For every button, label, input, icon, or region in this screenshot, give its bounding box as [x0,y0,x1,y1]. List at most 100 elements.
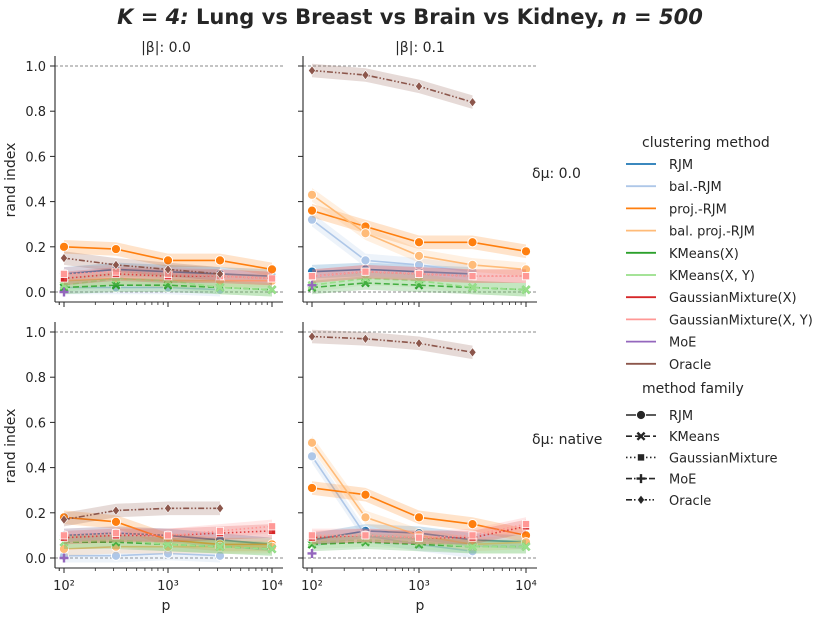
col-title-beta-0.1: |β|: 0.1 [395,40,445,56]
data-point [468,283,477,292]
legend-item-label: bal. proj.-RJM [669,225,755,240]
series-oracle [60,501,224,527]
data-point [306,205,318,216]
data-point [266,264,278,275]
data-point [163,531,172,540]
series-bal-proj-rjm [306,188,532,277]
data-point [520,246,532,257]
data-point [267,285,277,295]
data-point [468,542,477,552]
figure-title: K = 4: Lung vs Breast vs Brain vs Kidney… [117,5,703,29]
legend-marker [637,494,645,505]
data-point [307,280,317,290]
data-point [306,482,318,494]
x-tick-label: 10³ [408,579,430,594]
data-point [360,228,371,239]
data-point [361,333,370,344]
data-point [414,533,423,542]
x-tick-label: 10⁴ [515,579,537,594]
data-point [111,259,120,270]
series-line [311,268,473,275]
data-point [60,253,68,264]
y-tick-label: 0.0 [25,286,46,301]
data-point [414,269,423,278]
data-point [415,338,423,349]
x-axis-label-right: p [416,598,425,614]
panel-3: 0.0 0.2 0.4 0.6 0.8 1.0 10² 10³ 10⁴ [25,322,283,594]
data-point [467,259,478,270]
data-point [164,264,172,275]
confidence-band [64,278,272,297]
data-point [521,542,531,552]
series-oracle [60,251,224,281]
y-tick-label: 0.8 [25,371,46,386]
series-moe [307,280,317,290]
data-point [216,268,224,280]
legend: clustering method RJM bal.-RJM proj.-RJM bal… [626,135,813,509]
legend-item-label: bal.-RJM [669,180,722,195]
data-point [308,331,316,342]
legend-item-label: proj.-RJM [669,202,727,217]
data-point [308,65,316,76]
data-point [59,287,69,297]
data-point [468,531,477,540]
data-point [306,189,318,200]
confidence-band [64,251,220,281]
series-line [311,219,473,273]
series-line [311,335,473,354]
col-title-beta-0: |β|: 0.0 [141,40,191,56]
data-point [467,519,478,530]
data-point [216,503,224,514]
data-point [215,283,225,292]
series-line [63,257,221,275]
data-point [266,541,278,552]
title-k: K = 4: [117,5,189,29]
data-point [267,522,276,531]
confidence-band [312,212,473,279]
panel-1: 0.0 0.2 0.4 0.6 0.8 1.0 [25,56,283,307]
data-point [522,272,531,281]
legend-item-label: RJM [669,158,693,173]
y-tick-label: 0.8 [25,105,46,120]
data-point [361,273,370,283]
data-point [468,97,477,108]
data-point [59,553,69,563]
y-tick-label: 0.6 [25,416,46,431]
legend-item-label: KMeans(X) [669,247,739,262]
y-tick-label: 0.4 [25,462,46,477]
data-point [306,451,318,462]
data-point [111,505,120,516]
legend-family-label: Oracle [669,494,711,509]
data-point [522,520,531,529]
data-point [60,531,69,540]
data-point [413,250,425,261]
data-point [521,285,531,295]
series-moe [59,287,69,297]
title-n: n = 500 [612,5,703,29]
series-line [63,507,220,521]
data-point [58,241,70,252]
panel-4: 10² 10³ 10⁴ [298,322,537,594]
data-point [360,255,371,266]
legend-marker [636,431,646,441]
series-gaussianmixture-x-y- [307,264,531,283]
data-point [163,539,173,549]
y-axis-label-top: rand index [3,143,19,218]
x-axis-label-left: p [162,598,171,614]
series-proj-rjm [58,240,278,277]
legend-family-label: MoE [669,473,696,488]
series-gaussianmixture-x-y- [60,519,276,543]
x-tick-label: 10³ [157,579,179,594]
row-title-delta-0: δμ: 0.0 [532,166,581,182]
legend-marker [635,409,647,421]
data-point [215,526,224,535]
y-tick-label: 0.0 [25,552,46,567]
y-tick-label: 1.0 [25,60,46,75]
series-moe [59,553,69,563]
data-point [467,237,478,248]
data-point [307,548,317,558]
data-point [468,272,477,281]
data-point [214,255,226,266]
series-kmeans-x-y- [307,271,531,297]
x-tick-label: 10² [53,579,75,594]
